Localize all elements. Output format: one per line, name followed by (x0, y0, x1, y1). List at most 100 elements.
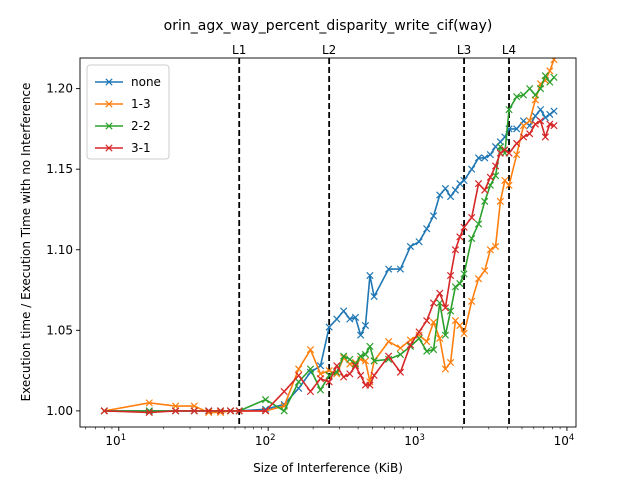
legend-marker-none (105, 78, 113, 86)
data-point-none-31 (451, 186, 460, 194)
data-point-1-3-30 (446, 358, 455, 367)
data-point-2-2-20 (366, 342, 374, 351)
data-point-none-47 (541, 113, 549, 122)
series-line-2-2 (104, 74, 555, 412)
data-point-none-23 (396, 265, 405, 273)
data-point-3-1-17 (351, 362, 360, 370)
data-point-3-1-4 (205, 407, 213, 415)
data-point-2-2-49 (550, 73, 558, 81)
data-point-3-1-1 (145, 408, 153, 417)
data-point-3-1-48 (546, 120, 554, 128)
data-point-3-1-30 (446, 271, 455, 280)
data-point-3-1-41 (505, 149, 513, 157)
legend-label-3-1: 3-1 (131, 141, 151, 155)
data-point-2-2-27 (429, 346, 438, 354)
data-point-3-1-42 (513, 139, 521, 148)
y-tick-label-2: 1.10 (46, 243, 73, 257)
legend: none 1-3 2-2 3-1 (86, 64, 170, 160)
data-point-2-2-41 (505, 105, 513, 114)
data-point-2-2-33 (460, 270, 468, 278)
legend-label-2-2: 2-2 (131, 119, 151, 133)
data-point-1-3-42 (513, 151, 521, 159)
legend-marker-2-2 (105, 122, 113, 130)
data-point-2-2-22 (384, 355, 393, 363)
data-point-3-1-21 (370, 371, 378, 380)
data-point-3-1-36 (481, 186, 489, 194)
data-point-2-2-38 (491, 172, 500, 180)
data-point-1-3-28 (436, 334, 444, 343)
y-tick-label-3: 1.15 (46, 162, 73, 176)
series-layer (100, 58, 558, 417)
data-point-1-3-1 (145, 399, 153, 407)
data-point-3-1-47 (541, 133, 549, 141)
data-point-1-3-25 (415, 331, 423, 339)
data-point-3-1-11 (306, 387, 315, 396)
vline-label-l2: L2 (322, 43, 336, 57)
data-point-none-18 (357, 331, 365, 339)
data-point-2-2-42 (513, 93, 521, 101)
data-point-1-3-29 (441, 365, 450, 373)
data-point-2-2-44 (526, 84, 534, 93)
data-point-1-3-34 (468, 297, 476, 305)
data-point-none-20 (366, 271, 374, 280)
data-point-2-2-36 (481, 197, 489, 206)
data-point-1-3-22 (384, 337, 393, 346)
data-point-2-2-43 (519, 91, 528, 99)
data-point-none-25 (415, 238, 423, 246)
data-point-1-3-33 (460, 329, 468, 338)
data-point-none-15 (340, 307, 348, 315)
data-point-2-2-31 (451, 283, 460, 291)
data-point-3-1-22 (384, 352, 393, 360)
data-point-3-1-46 (536, 117, 545, 125)
data-point-1-3-23 (396, 344, 405, 352)
data-point-2-2-15 (340, 352, 348, 360)
vline-label-l1: L1 (232, 43, 246, 57)
chart-title: orin_agx_way_percent_disparity_write_cif… (164, 18, 493, 34)
data-point-none-37 (486, 151, 494, 159)
data-point-2-2-17 (351, 360, 360, 368)
data-point-none-16 (346, 315, 354, 323)
data-point-3-1-23 (396, 368, 405, 376)
data-point-1-3-41 (505, 181, 513, 189)
data-point-2-2-26 (423, 347, 431, 355)
data-point-2-2-29 (441, 331, 450, 339)
data-point-3-1-0 (100, 407, 108, 415)
data-point-3-1-34 (468, 213, 476, 222)
data-point-none-48 (546, 110, 554, 119)
data-point-none-21 (370, 292, 378, 301)
data-point-1-3-10 (295, 365, 303, 373)
data-point-2-2-35 (474, 220, 483, 228)
data-point-none-49 (550, 107, 558, 115)
data-point-1-3-26 (423, 337, 431, 346)
y-tick-label-1: 1.05 (46, 323, 73, 337)
data-point-none-14 (333, 315, 341, 323)
vline-label-l4: L4 (502, 43, 516, 57)
data-point-1-3-32 (456, 321, 464, 330)
cache-level-lines: L1 L2 L3 L4 (232, 43, 516, 427)
data-point-3-1-13 (325, 378, 333, 386)
data-point-3-1-45 (531, 120, 539, 128)
data-point-1-3-27 (429, 318, 438, 326)
data-point-none-46 (536, 105, 545, 114)
data-point-2-2-11 (306, 365, 315, 373)
data-point-3-1-10 (295, 371, 303, 380)
x-axis-label: Size of Interference (KiB) (253, 461, 403, 475)
data-point-3-1-38 (491, 162, 500, 170)
data-point-2-2-30 (446, 307, 455, 315)
x-tick-label-1: 102 (255, 433, 276, 448)
data-point-3-1-37 (486, 173, 494, 181)
data-point-2-2-46 (536, 84, 545, 93)
data-point-none-26 (423, 225, 431, 233)
data-point-3-1-24 (406, 341, 415, 349)
data-point-2-2-8 (261, 395, 270, 404)
legend-label-none: none (131, 75, 161, 89)
data-point-3-1-39 (496, 149, 504, 157)
legend-box (86, 64, 170, 160)
data-point-1-3-38 (491, 242, 500, 251)
data-point-3-1-44 (526, 130, 534, 138)
data-point-1-3-36 (481, 267, 489, 275)
data-point-none-17 (351, 313, 360, 322)
data-point-3-1-3 (190, 407, 198, 415)
data-point-2-2-21 (370, 357, 378, 365)
